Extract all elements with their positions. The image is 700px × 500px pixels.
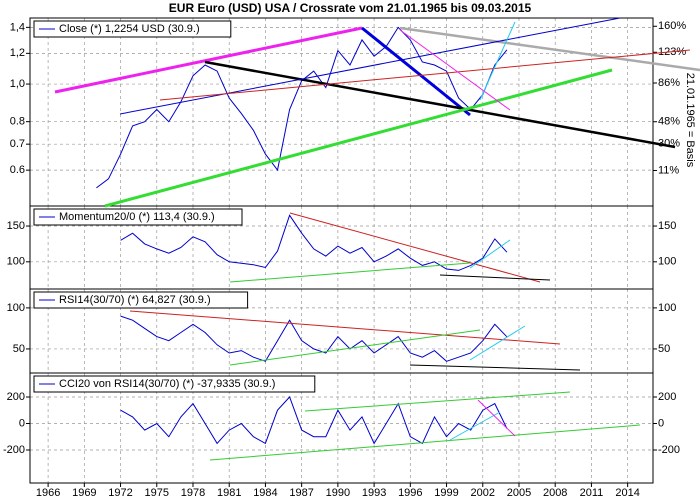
legend-label: Momentum20/0 (*) 113,4 (30.9.) — [59, 211, 215, 223]
trend-line — [104, 68, 613, 208]
x-tick-label: 1996 — [398, 487, 422, 499]
y-tick-label: 200 — [7, 391, 25, 403]
trend-line — [361, 26, 471, 117]
x-tick-label: 2011 — [580, 487, 604, 499]
y-tick-label: 0.7 — [10, 138, 25, 150]
trend-line — [229, 262, 471, 283]
trend-line — [469, 325, 526, 361]
legends: Close (*) 1,2254 USD (30.9.) Momentum20/0… — [33, 20, 316, 393]
trend-line — [289, 212, 541, 283]
trend-line — [399, 29, 511, 111]
y-tick-label-right: 50 — [658, 343, 670, 355]
y2-tick-label: 48% — [658, 116, 680, 128]
trend-line — [469, 239, 511, 269]
x-tick-label: 1987 — [289, 487, 313, 499]
y-tick-label-right: -200 — [658, 444, 680, 456]
trend-line — [409, 364, 581, 371]
data-line — [120, 214, 508, 271]
legend-box — [33, 291, 249, 309]
trend-line — [204, 60, 676, 149]
chart-title: EUR Euro (USD) USA / Crossrate vom 21.01… — [169, 1, 532, 15]
y-tick-label-right: 100 — [658, 256, 676, 268]
y2-tick-label: 86% — [658, 77, 680, 89]
trend-line — [449, 411, 501, 441]
trend-line — [399, 26, 700, 72]
x-tick-label: 1978 — [181, 487, 205, 499]
x-tick-label: 1990 — [326, 487, 350, 499]
trend-line — [304, 391, 571, 412]
y-tick-label: 150 — [7, 220, 25, 232]
x-tick-label: 2014 — [615, 487, 639, 499]
legend-label: RSI14(30/70) (*) 64,827 (30.9.) — [59, 294, 211, 306]
y2-tick-label: 160% — [658, 20, 686, 32]
y-tick-label-right: 200 — [658, 391, 676, 403]
trend-line — [479, 21, 516, 101]
x-tick-label: 1975 — [145, 487, 169, 499]
trend-line — [159, 49, 691, 101]
y-tick-label: 1,4 — [10, 21, 25, 33]
y-tick-label: 50 — [13, 343, 25, 355]
x-tick-label: 2002 — [471, 487, 495, 499]
x-tick-label: 1999 — [434, 487, 458, 499]
trend-line — [54, 26, 363, 94]
x-tick-label: 1969 — [72, 487, 96, 499]
panel-frame — [29, 372, 654, 484]
y-tick-label: 0 — [19, 417, 25, 429]
trend-line — [209, 424, 641, 461]
legend-box — [33, 208, 243, 226]
trend-line — [477, 399, 516, 437]
data-line — [120, 396, 508, 445]
legend-box — [33, 20, 232, 38]
y-tick-label: 100 — [7, 256, 25, 268]
y-tick-label-right: 100 — [658, 302, 676, 314]
trend-line — [119, 17, 621, 115]
y-tick-label: 100 — [7, 302, 25, 314]
y-tick-label: -200 — [3, 444, 25, 456]
trend-lines — [54, 17, 700, 461]
x-tick-label: 1972 — [108, 487, 132, 499]
y-tick-label-right: 0 — [658, 417, 664, 429]
y-tick-label: 0.8 — [10, 116, 25, 128]
x-tick-label: 1966 — [36, 487, 60, 499]
trend-line — [439, 274, 551, 281]
data-line — [120, 315, 508, 362]
y-tick-label: 1,0 — [10, 78, 25, 90]
x-tick-label: 1993 — [362, 487, 386, 499]
trend-line — [229, 329, 481, 366]
y2-axis-title: 21.01.1965 = Basis — [684, 73, 696, 168]
trend-line — [129, 310, 561, 345]
legend-label: CCI20 von RSI14(30/70) (*) -37,9335 (30.… — [59, 378, 275, 390]
y2-tick-label: 11% — [658, 164, 679, 176]
x-tick-label: 2008 — [543, 487, 567, 499]
x-tick-label: 1981 — [217, 487, 241, 499]
x-tick-label: 1984 — [253, 487, 277, 499]
legend-box — [33, 375, 316, 393]
legend-label: Close (*) 1,2254 USD (30.9.) — [59, 23, 200, 35]
y-tick-label-right: 150 — [658, 220, 676, 232]
y-tick-label: 1,2 — [10, 47, 25, 59]
y-tick-label: 0.6 — [10, 164, 25, 176]
x-tick-label: 2005 — [507, 487, 531, 499]
